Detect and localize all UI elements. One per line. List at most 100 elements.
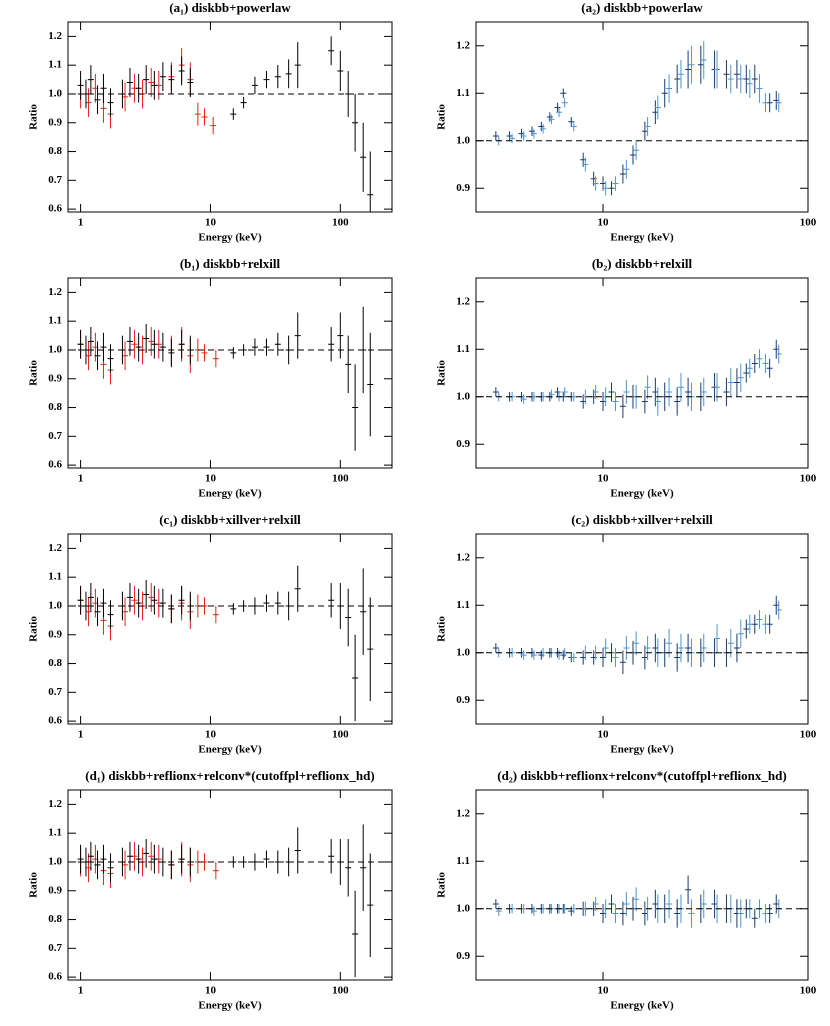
x-tick-label: 10 [205,985,217,997]
panel-title: (b₂) diskbb+relxill [592,256,693,271]
error-bar [773,894,780,914]
plot-frame [475,277,809,469]
error-bar [143,838,150,868]
error-bar [548,114,555,125]
error-bar [274,65,281,89]
error-bar [570,652,577,663]
error-bar [251,76,258,94]
y-tick-label: 0.7 [48,686,62,698]
error-bar [592,384,599,400]
error-bar [360,568,367,655]
error-bar [367,597,374,701]
error-bar [600,904,607,923]
error-bar [685,50,692,89]
x-axis-label: Energy (keV) [610,232,674,244]
error-bar [666,377,673,407]
error-bar [600,648,607,667]
error-bar [100,73,107,103]
panel-title: (a₂) diskbb+powerlaw [581,0,703,15]
error-bar [602,638,609,658]
error-bar [263,70,270,89]
error-bar [608,894,615,914]
error-bar [677,60,684,89]
error-bar [135,588,142,618]
x-tick-label: 100 [800,217,817,229]
error-bar [492,643,499,653]
error-bar [360,824,367,911]
error-bar [148,582,155,612]
y-tick-label: 0.9 [456,694,470,706]
error-bar [700,377,707,407]
error-bar [766,358,773,378]
error-bar [644,636,651,660]
error-bar [240,96,247,109]
error-bar [263,594,270,612]
error-bar [77,329,84,359]
error-bar [178,329,185,359]
error-bar [633,631,640,656]
plot-frame [67,21,393,213]
error-bar [733,368,740,397]
error-bar [530,906,537,916]
error-bar [602,181,609,196]
error-bar [367,853,374,957]
error-bar [737,64,744,94]
error-bar [685,633,692,663]
error-bar [178,844,185,874]
x-tick-label: 100 [332,985,349,997]
error-bar [143,324,150,353]
error-bar [654,95,661,120]
y-tick-label: 1.2 [456,295,470,307]
x-tick-label: 100 [332,729,349,741]
error-bar [756,349,763,369]
y-tick-label: 0.9 [456,438,470,450]
error-bar [345,335,352,394]
error-bar [122,850,129,880]
error-bar [644,375,651,400]
x-tick-label: 10 [205,217,217,229]
y-tick-label: 1.2 [48,798,62,810]
x-tick-label: 100 [800,473,817,485]
error-bar [762,904,769,923]
error-bar [674,64,681,94]
error-bar [751,908,758,928]
error-bar [520,131,527,141]
y-tick-label: 1.1 [48,59,62,71]
error-bar [568,906,575,916]
error-bar [773,90,780,110]
error-bar [87,841,94,871]
error-bar [294,565,301,612]
error-bar [151,844,158,874]
error-bar [159,332,166,362]
y-tick-label: 0.9 [48,884,62,896]
y-tick-label: 0.6 [48,459,62,471]
error-bar [674,899,681,928]
y-tick-label: 1.1 [456,855,470,867]
error-bar [619,901,626,926]
error-bar [762,93,769,113]
error-bar [592,896,599,912]
error-bar [743,64,750,94]
x-axis-label: Energy (keV) [610,488,674,500]
x-axis-label: Energy (keV) [610,1000,674,1012]
y-axis-label: Ratio [28,104,40,130]
error-bar [762,354,769,373]
error-bar [328,326,335,362]
error-bar [612,176,619,191]
error-bar [135,332,142,362]
panel-title: (d₂) diskbb+reflionx+relconv*(cutoffpl+r… [497,768,786,783]
error-bar [87,65,94,94]
error-bar [194,102,201,126]
plot-frame [475,533,809,725]
error-bar [540,124,547,134]
x-tick-label: 100 [800,985,817,997]
x-axis-label: Energy (keV) [198,744,262,756]
error-bar [151,70,158,100]
error-bar [714,50,721,89]
error-bar [337,50,344,92]
x-tick-label: 1 [78,985,84,997]
error-bar [612,904,619,923]
error-bar [159,62,166,92]
error-bar [520,394,527,404]
